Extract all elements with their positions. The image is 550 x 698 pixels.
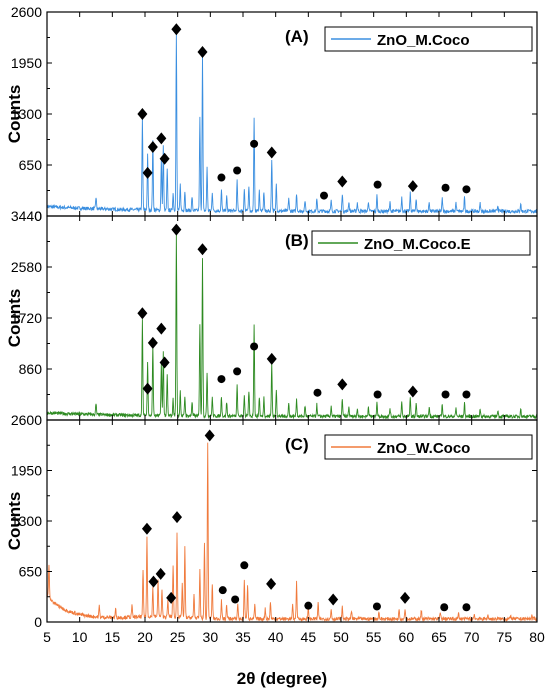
chart-panels: 0 650 1300 1950 2600 Counts (A) ZnO_M.Coco 860 17… (5, 4, 538, 630)
y-tick-label-2-1: 650 (19, 564, 43, 580)
legend-label-0: ZnO_M.Coco (377, 32, 470, 49)
circle-marker-1-0 (217, 375, 226, 384)
diamond-marker-0-9 (407, 180, 418, 193)
diamond-marker-1-7 (266, 352, 277, 365)
diamond-marker-0-5 (171, 23, 182, 36)
x-tick-label-9: 50 (333, 629, 349, 645)
circle-marker-1-4 (373, 390, 382, 399)
diamond-marker-1-5 (171, 223, 182, 236)
series-2 (46, 442, 538, 623)
y-tick-label-2-3: 1950 (11, 463, 42, 479)
x-tick-label-6: 35 (235, 629, 251, 645)
circle-marker-1-1 (233, 367, 242, 376)
panel-label-0: (A) (285, 27, 309, 46)
x-tick-label-8: 45 (301, 629, 317, 645)
panel-0: 0 650 1300 1950 2600 Counts (A) ZnO_M.Coco (5, 4, 538, 224)
diamond-marker-0-1 (142, 166, 153, 179)
diamond-marker-1-6 (197, 243, 208, 256)
diamond-marker-1-1 (142, 382, 153, 395)
diamond-marker-0-2 (147, 140, 158, 153)
circle-marker-1-2 (250, 342, 259, 351)
circle-marker-0-6 (462, 185, 471, 194)
x-tick-label-10: 55 (366, 629, 382, 645)
panel-label-2: (C) (285, 435, 309, 454)
x-tick-label-11: 60 (399, 629, 415, 645)
circle-marker-0-1 (233, 166, 242, 175)
diamond-marker-0-3 (156, 132, 167, 145)
circle-marker-1-3 (313, 388, 322, 397)
x-tick-label-15: 80 (529, 629, 545, 645)
legend-label-2: ZnO_W.Coco (377, 440, 470, 457)
circle-marker-2-3 (304, 601, 313, 610)
y-tick-label-0-2: 1300 (11, 106, 42, 122)
x-axis-label: 2θ (degree) (237, 669, 327, 688)
diamond-marker-0-6 (197, 46, 208, 59)
series-0 (46, 33, 538, 215)
x-tick-label-1: 10 (72, 629, 88, 645)
y-tick-label-0-1: 650 (19, 157, 43, 173)
circle-marker-0-2 (250, 139, 259, 148)
circle-marker-2-1 (231, 595, 240, 604)
circle-marker-1-5 (441, 390, 450, 399)
y-tick-label-2-0: 0 (34, 614, 42, 630)
diamond-marker-2-0 (141, 522, 152, 535)
circle-marker-2-0 (218, 586, 227, 595)
x-tick-label-0: 5 (43, 629, 51, 645)
y-tick-label-1-2: 1720 (11, 310, 42, 326)
diamond-marker-2-4 (172, 511, 183, 524)
x-tick-label-12: 65 (431, 629, 447, 645)
diamond-marker-2-2 (155, 567, 166, 580)
circle-marker-0-5 (441, 183, 450, 192)
circle-marker-2-5 (440, 603, 449, 612)
y-axis-label-0: Counts (5, 85, 24, 144)
diamond-marker-1-4 (159, 356, 170, 369)
circle-marker-0-3 (320, 191, 329, 200)
circle-marker-2-6 (462, 603, 471, 612)
diamond-marker-0-7 (266, 146, 277, 159)
diamond-marker-1-8 (337, 378, 348, 391)
y-tick-label-0-4: 2600 (11, 4, 42, 20)
x-tick-label-7: 40 (268, 629, 284, 645)
series-1 (46, 234, 538, 420)
circle-marker-2-4 (372, 602, 381, 611)
y-tick-label-1-3: 2580 (11, 259, 42, 275)
circle-marker-1-6 (462, 390, 471, 399)
diamond-marker-0-4 (159, 152, 170, 165)
circle-marker-0-4 (373, 180, 382, 189)
circle-marker-2-2 (240, 561, 249, 570)
panel-1: 860 1720 2580 3440 Counts (B) ZnO_M.Coco.E (5, 208, 538, 421)
diamond-marker-0-8 (337, 175, 348, 188)
y-tick-label-1-4: 3440 (11, 208, 42, 224)
diamond-marker-2-6 (266, 577, 277, 590)
x-tick-label-2: 15 (105, 629, 121, 645)
x-tick-label-3: 20 (137, 629, 153, 645)
diamond-marker-2-7 (328, 593, 339, 606)
diamond-marker-2-5 (204, 429, 215, 442)
panel-label-1: (B) (285, 231, 309, 250)
panel-2: 0 650 1300 1950 2600 Counts (C) ZnO_W.Coco (5, 412, 538, 630)
diamond-marker-1-2 (147, 336, 158, 349)
x-tick-label-13: 70 (464, 629, 480, 645)
y-tick-label-0-3: 1950 (11, 55, 42, 71)
x-tick-label-14: 75 (497, 629, 513, 645)
diamond-marker-1-9 (407, 385, 418, 398)
x-tick-label-5: 30 (203, 629, 219, 645)
legend-label-1: ZnO_M.Coco.E (364, 236, 471, 253)
circle-marker-0-0 (217, 173, 226, 182)
y-axis-label-1: Counts (5, 289, 24, 348)
diamond-marker-0-0 (137, 108, 148, 120)
y-tick-label-0-0: 0 (34, 208, 42, 224)
diamond-marker-2-1 (148, 575, 159, 588)
diamond-marker-1-0 (137, 307, 148, 320)
diamond-marker-1-3 (156, 322, 167, 335)
y-tick-label-2-2: 1300 (11, 513, 42, 529)
x-tick-label-4: 25 (170, 629, 186, 645)
diamond-marker-2-8 (400, 591, 411, 604)
y-axis-label-2: Counts (5, 492, 24, 551)
y-tick-label-2-4: 2600 (11, 412, 42, 428)
x-axis-ticks: 5 10 15 20 25 30 35 40 45 50 55 60 65 70 75 80 (43, 629, 545, 645)
diamond-marker-2-3 (166, 591, 177, 604)
y-tick-label-1-1: 860 (19, 361, 43, 377)
